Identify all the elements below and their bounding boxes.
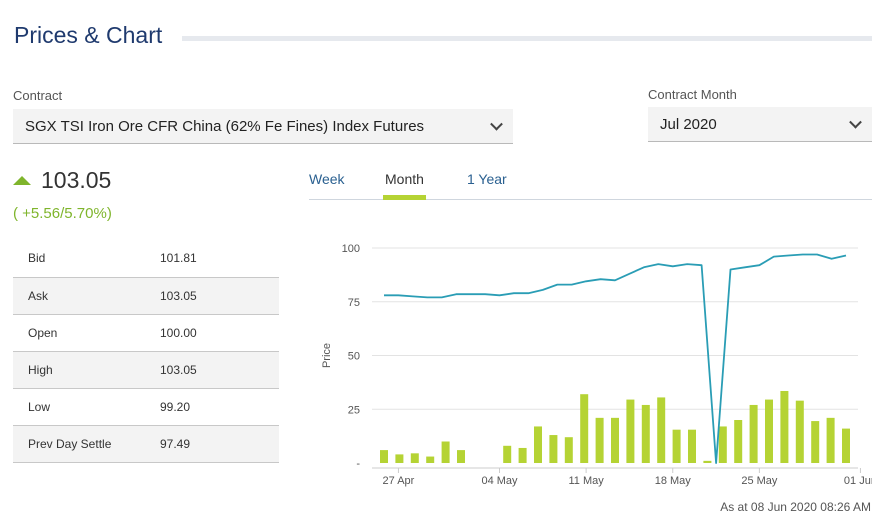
stats-label: High	[13, 351, 146, 389]
chevron-down-icon	[490, 117, 503, 131]
volume-bar	[410, 453, 419, 463]
y-tick-label: -	[356, 458, 360, 470]
stats-value: 101.81	[146, 240, 279, 278]
volume-bar	[457, 450, 465, 463]
volume-bar	[626, 399, 635, 463]
tab-week[interactable]: Week	[309, 171, 345, 187]
volume-bar	[611, 417, 619, 463]
stats-row: Ask 103.05	[13, 277, 279, 315]
x-tick-label: 25 May	[741, 475, 778, 487]
as-at-timestamp: As at 08 Jun 2020 08:26 AM	[720, 500, 871, 514]
contract-month-label: Contract Month	[648, 87, 737, 102]
volume-bar	[641, 404, 650, 463]
stats-label: Low	[13, 388, 146, 426]
y-tick-label: 50	[348, 351, 360, 363]
contract-month-select-value: Jul 2020	[660, 115, 717, 133]
tab-1-year[interactable]: 1 Year	[467, 171, 507, 187]
last-price: 103.05	[41, 167, 112, 193]
tab-month[interactable]: Month	[383, 171, 426, 200]
stats-label: Ask	[13, 277, 146, 315]
stats-value: 99.20	[146, 388, 279, 426]
volume-bar	[734, 420, 743, 463]
volume-bar	[564, 437, 573, 463]
stats-row: Bid 101.81	[13, 240, 279, 278]
volume-bar	[426, 456, 435, 463]
volume-bar	[780, 390, 789, 463]
stats-row: Prev Day Settle 97.49	[13, 425, 279, 463]
volume-bar	[503, 445, 512, 463]
volume-bar	[549, 435, 558, 463]
stats-row: Open 100.00	[13, 314, 279, 352]
price-line	[384, 253, 847, 464]
stats-label: Prev Day Settle	[13, 425, 146, 463]
stats-row: High 103.05	[13, 351, 279, 389]
volume-bar	[441, 441, 450, 463]
section-header: Prices & Chart	[14, 20, 872, 50]
page-title: Prices & Chart	[14, 21, 163, 48]
price-chart: - 25 50 75 100 Price 27 Apr 04 May 11 May 18 May 2…	[321, 243, 872, 487]
price-display: 103.05	[13, 167, 111, 194]
stats-table: Bid 101.81 Ask 103.05 Open 100.00 High 103.05 Lo…	[13, 240, 279, 463]
stats-label: Bid	[13, 240, 146, 278]
x-tick-label: 27 Apr	[383, 475, 415, 487]
y-axis-label: Price	[321, 343, 333, 368]
y-tick-label: 100	[342, 243, 360, 255]
y-tick-label: 25	[348, 404, 360, 416]
x-tick-label: 01 Jun	[844, 475, 872, 487]
contract-month-select[interactable]: Jul 2020	[648, 107, 872, 142]
volume-bar	[703, 460, 712, 463]
stats-value: 103.05	[146, 351, 279, 389]
volume-bar	[380, 450, 388, 463]
volume-bar	[842, 428, 850, 463]
x-tick-label: 04 May	[481, 475, 518, 487]
volume-bar	[765, 399, 773, 463]
volume-bar	[534, 426, 542, 463]
up-arrow-icon	[13, 176, 31, 185]
tab-month-label: Month	[385, 171, 424, 187]
volume-bar	[749, 404, 758, 463]
x-tick-label: 11 May	[568, 475, 604, 487]
volume-bar	[580, 394, 589, 463]
stats-label: Open	[13, 314, 146, 352]
volume-bar	[672, 429, 681, 463]
volume-bar	[518, 447, 527, 463]
active-tab-indicator	[383, 195, 426, 200]
volume-bar	[657, 397, 666, 463]
x-tick-label: 18 May	[655, 475, 692, 487]
volume-bar	[395, 454, 404, 463]
header-rule	[182, 35, 872, 41]
volume-bar	[811, 421, 820, 463]
chevron-down-icon	[849, 115, 862, 129]
tab-1-year-label: 1 Year	[467, 171, 507, 187]
contract-label: Contract	[13, 88, 63, 103]
period-tabs: Week Month 1 Year	[309, 168, 872, 200]
y-tick-label: 75	[348, 297, 360, 309]
stats-value: 103.05	[146, 277, 279, 315]
tab-week-label: Week	[309, 171, 345, 187]
volume-bar	[595, 417, 604, 463]
volume-bar	[826, 417, 835, 463]
stats-value: 97.49	[146, 425, 279, 463]
price-change: ( +5.56/5.70%)	[13, 205, 112, 222]
volume-bar	[795, 400, 804, 463]
contract-select[interactable]: SGX TSI Iron Ore CFR China (62% Fe Fines…	[13, 109, 513, 144]
volume-bar	[718, 426, 727, 463]
contract-select-value: SGX TSI Iron Ore CFR China (62% Fe Fines…	[25, 117, 425, 135]
stats-row: Low 99.20	[13, 388, 279, 426]
volume-bar	[688, 429, 696, 463]
stats-value: 100.00	[146, 314, 279, 352]
